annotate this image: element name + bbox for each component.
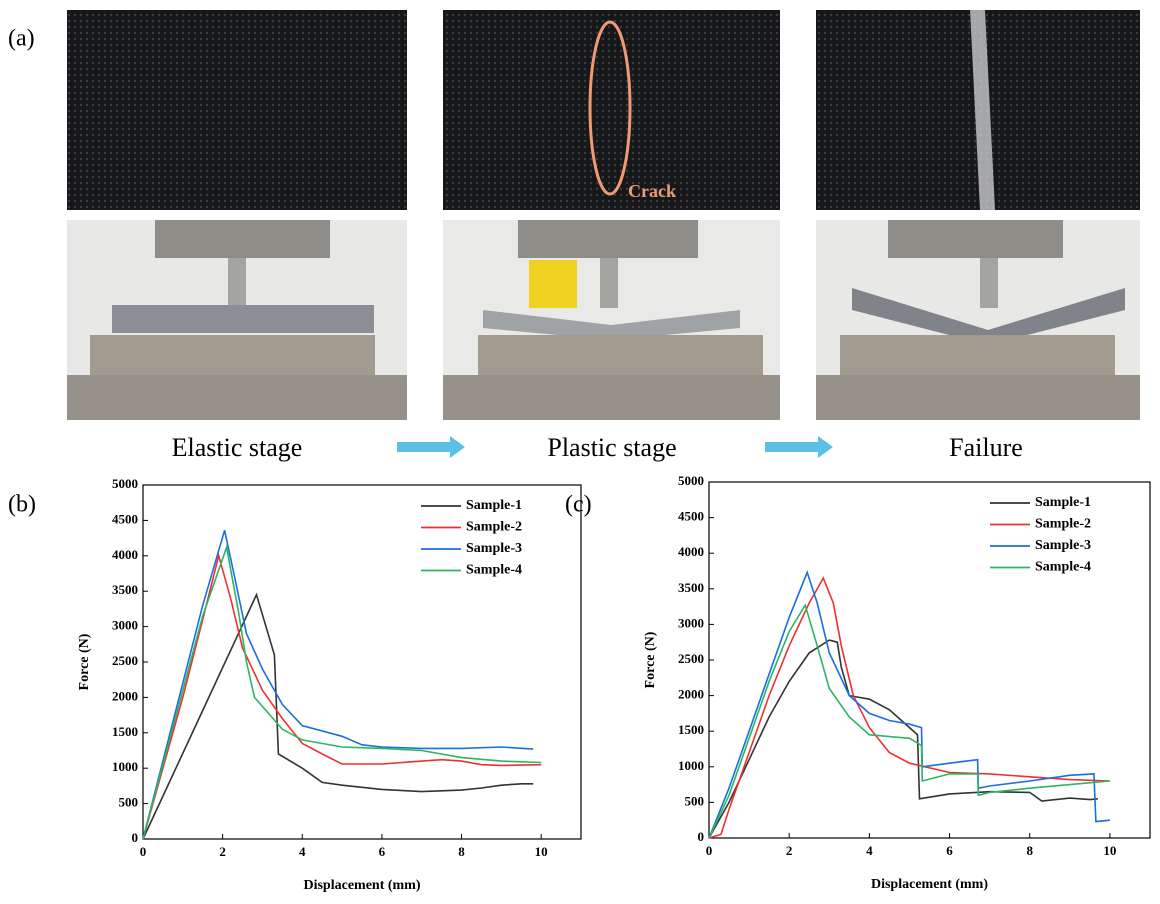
y-tick-label: 3000 (678, 615, 704, 630)
x-tick-label: 4 (866, 843, 873, 858)
data-line (142, 544, 542, 840)
legend-label: Sample-1 (466, 498, 522, 513)
data-line (708, 603, 1110, 839)
x-tick-label: 8 (1026, 843, 1033, 858)
photo-plastic-surface (443, 10, 780, 210)
legend-label: Sample-4 (466, 563, 522, 578)
y-tick-label: 3500 (678, 580, 704, 595)
y-tick-label: 500 (119, 795, 139, 810)
photo-failure-test (816, 220, 1140, 420)
y-tick-label: 1500 (678, 722, 704, 737)
y-tick-label: 5000 (112, 476, 138, 491)
panel-label: (a) (8, 26, 35, 52)
photo-elastic-test (67, 220, 407, 420)
y-tick-label: 2000 (678, 687, 704, 702)
photo-elastic-surface (67, 10, 407, 210)
legend-label: Sample-4 (1035, 560, 1091, 575)
legend-label: Sample-2 (466, 520, 522, 535)
stage-arrow (397, 436, 465, 458)
crack-ellipse (588, 20, 632, 196)
data-line (708, 576, 1110, 839)
y-tick-label: 4000 (112, 547, 138, 562)
y-tick-label: 0 (132, 830, 139, 845)
y-tick-label: 2500 (678, 651, 704, 666)
panel-label: (b) (8, 492, 36, 518)
y-tick-label: 4500 (678, 509, 704, 524)
x-tick-label: 6 (379, 844, 386, 859)
x-tick-label: 6 (946, 843, 953, 858)
plot-frame (142, 484, 582, 840)
data-line (142, 552, 542, 840)
legend-label: Sample-3 (1035, 538, 1091, 553)
y-tick-label: 3500 (112, 582, 138, 597)
x-tick-label: 2 (219, 844, 226, 859)
y-tick-label: 1000 (678, 758, 704, 773)
y-axis-label: Force (N) (643, 631, 658, 688)
plot-frame (708, 481, 1151, 839)
legend-label: Sample-3 (466, 541, 522, 556)
annotation: Crack (628, 181, 676, 201)
panel-label: (c) (565, 492, 592, 518)
legend-label: Sample-2 (1035, 517, 1091, 532)
data-line (708, 639, 1098, 839)
crack-mark (970, 10, 995, 210)
stage-label: Plastic stage (547, 433, 676, 462)
y-tick-label: 2500 (112, 653, 138, 668)
y-tick-label: 3000 (112, 618, 138, 633)
x-tick-label: 0 (140, 844, 147, 859)
y-tick-label: 1000 (112, 759, 138, 774)
y-tick-label: 500 (685, 793, 705, 808)
x-tick-label: 8 (458, 844, 465, 859)
y-tick-label: 2000 (112, 688, 138, 703)
y-tick-label: 4500 (112, 511, 138, 526)
x-tick-label: 10 (1103, 843, 1116, 858)
x-tick-label: 4 (299, 844, 306, 859)
data-line (708, 570, 1110, 839)
y-tick-label: 5000 (678, 473, 704, 488)
x-axis-label: Displacement (mm) (303, 878, 420, 893)
x-tick-label: 0 (706, 843, 713, 858)
legend-label: Sample-1 (1035, 495, 1091, 510)
data-line (142, 530, 534, 840)
y-tick-label: 4000 (678, 544, 704, 559)
y-tick-label: 1500 (112, 724, 138, 739)
x-tick-label: 2 (786, 843, 793, 858)
y-axis-label: Force (N) (77, 633, 92, 690)
stage-arrow (765, 436, 833, 458)
stage-label: Elastic stage (172, 433, 303, 462)
stage-label: Failure (949, 433, 1023, 462)
y-tick-label: 0 (698, 829, 705, 844)
x-axis-label: Displacement (mm) (871, 877, 988, 892)
x-tick-label: 10 (535, 844, 548, 859)
data-line (142, 592, 534, 840)
photo-plastic-test (443, 220, 780, 420)
